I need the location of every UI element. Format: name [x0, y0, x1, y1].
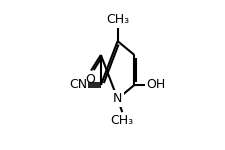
Text: OH: OH: [146, 78, 166, 92]
Text: CH₃: CH₃: [111, 114, 134, 127]
Text: CH₃: CH₃: [106, 14, 129, 26]
Text: O: O: [85, 74, 95, 86]
Text: CN: CN: [69, 78, 87, 92]
Text: N: N: [113, 92, 122, 105]
